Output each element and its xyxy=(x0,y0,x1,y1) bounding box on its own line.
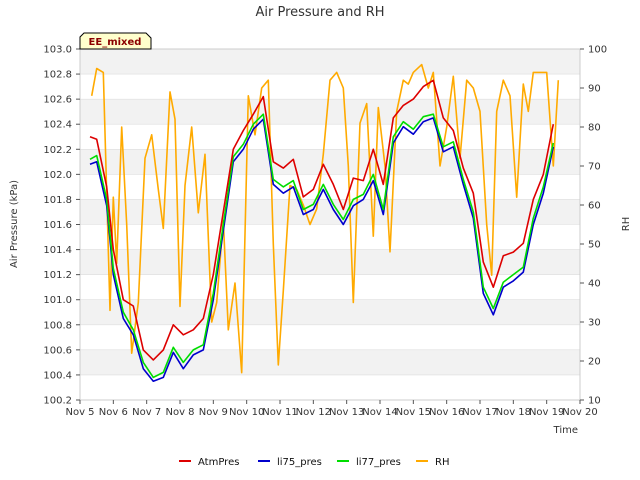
x-tick-label: Nov 19 xyxy=(529,407,564,418)
legend-label-atmpres: AtmPres xyxy=(198,457,239,468)
x-tick-label: Nov 15 xyxy=(396,407,431,418)
x-tick-label: Nov 14 xyxy=(362,407,397,418)
plot-band xyxy=(80,249,580,275)
site-badge-box xyxy=(79,32,152,50)
plot-band xyxy=(80,374,580,400)
x-tick-label: Nov 7 xyxy=(132,407,161,418)
series-line-atmpres xyxy=(89,79,555,361)
y2-tick-label: 70 xyxy=(588,162,601,173)
legend: AtmPres li75_pres li77_pres RH xyxy=(179,457,449,468)
y-tick-label: 101.8 xyxy=(43,195,72,206)
x-tick-label: Nov 13 xyxy=(329,407,364,418)
y2-tick-label: 20 xyxy=(588,357,601,368)
y2-tick-label: 40 xyxy=(588,279,601,290)
plot-band xyxy=(80,149,580,175)
plot-band xyxy=(80,99,580,125)
y-tick-label: 102.8 xyxy=(43,70,72,81)
x-tick-label: Nov 18 xyxy=(496,407,531,418)
y-tick-label: 102.0 xyxy=(43,170,72,181)
series-line-li75-pres xyxy=(89,117,555,383)
series-line-li77-pres xyxy=(89,113,555,379)
y2-tick-label: 30 xyxy=(588,318,601,329)
plot-band xyxy=(80,124,580,150)
plot-band xyxy=(80,324,580,350)
x-tick-label: Nov 5 xyxy=(65,407,94,418)
site-badge-label: EE_mixed xyxy=(89,37,142,48)
y2-tick-label: 10 xyxy=(588,396,601,407)
x-tick-label: Nov 16 xyxy=(429,407,464,418)
y-tick-label: 101.0 xyxy=(43,295,72,306)
x-tick-label: Nov 12 xyxy=(296,407,331,418)
x-tick-label: Nov 9 xyxy=(199,407,228,418)
chart-title: Air Pressure and RH xyxy=(255,5,384,20)
site-badge: EE_mixed xyxy=(79,32,152,50)
y-tick-label: 100.6 xyxy=(43,345,72,356)
y-tick-label: 101.4 xyxy=(43,245,72,256)
y-tick-label: 102.2 xyxy=(43,145,72,156)
y-tick-label: 101.6 xyxy=(43,220,72,231)
y2-tick-label: 90 xyxy=(588,84,601,95)
x-tick-label: Nov 6 xyxy=(99,407,128,418)
y2-tick-label: 100 xyxy=(588,45,607,56)
y-tick-label: 100.2 xyxy=(43,396,72,407)
plot-band xyxy=(80,49,580,75)
y2-tick-label: 60 xyxy=(588,201,601,212)
y-tick-label: 101.2 xyxy=(43,270,72,281)
plot-band xyxy=(80,349,580,375)
legend-label-li75-pres: li75_pres xyxy=(277,457,322,468)
y2-tick-label: 80 xyxy=(588,123,601,134)
x-tick-label: Nov 20 xyxy=(562,407,597,418)
y-axis-left: 100.2 100.4 100.6 100.8 101.0 101.2 101.4 101.6… xyxy=(43,45,80,407)
y-axis-right: 10 20 30 40 50 60 70 80 90 100 xyxy=(580,45,607,407)
y2-tick-label: 50 xyxy=(588,240,601,251)
plot-band xyxy=(80,274,580,300)
legend-label-li77-pres: li77_pres xyxy=(356,457,401,468)
x-tick-label: Nov 8 xyxy=(165,407,194,418)
y-tick-label: 100.4 xyxy=(43,370,72,381)
y-axis-title: Air Pressure (kPa) xyxy=(9,180,20,268)
series-line-rh xyxy=(90,63,560,374)
y-tick-label: 100.8 xyxy=(43,320,72,331)
plot-band xyxy=(80,224,580,250)
plot-band xyxy=(80,299,580,325)
y-tick-label: 103.0 xyxy=(43,45,72,56)
x-tick-label: Nov 17 xyxy=(462,407,497,418)
series-lines xyxy=(89,63,560,383)
y-tick-label: 102.4 xyxy=(43,120,72,131)
y-tick-label: 102.6 xyxy=(43,95,72,106)
x-tick-label: Nov 10 xyxy=(229,407,264,418)
y2-axis-title: RH xyxy=(621,217,632,231)
x-tick-label: Nov 11 xyxy=(262,407,297,418)
x-axis-title: Time xyxy=(553,425,578,436)
legend-label-rh: RH xyxy=(435,457,449,468)
